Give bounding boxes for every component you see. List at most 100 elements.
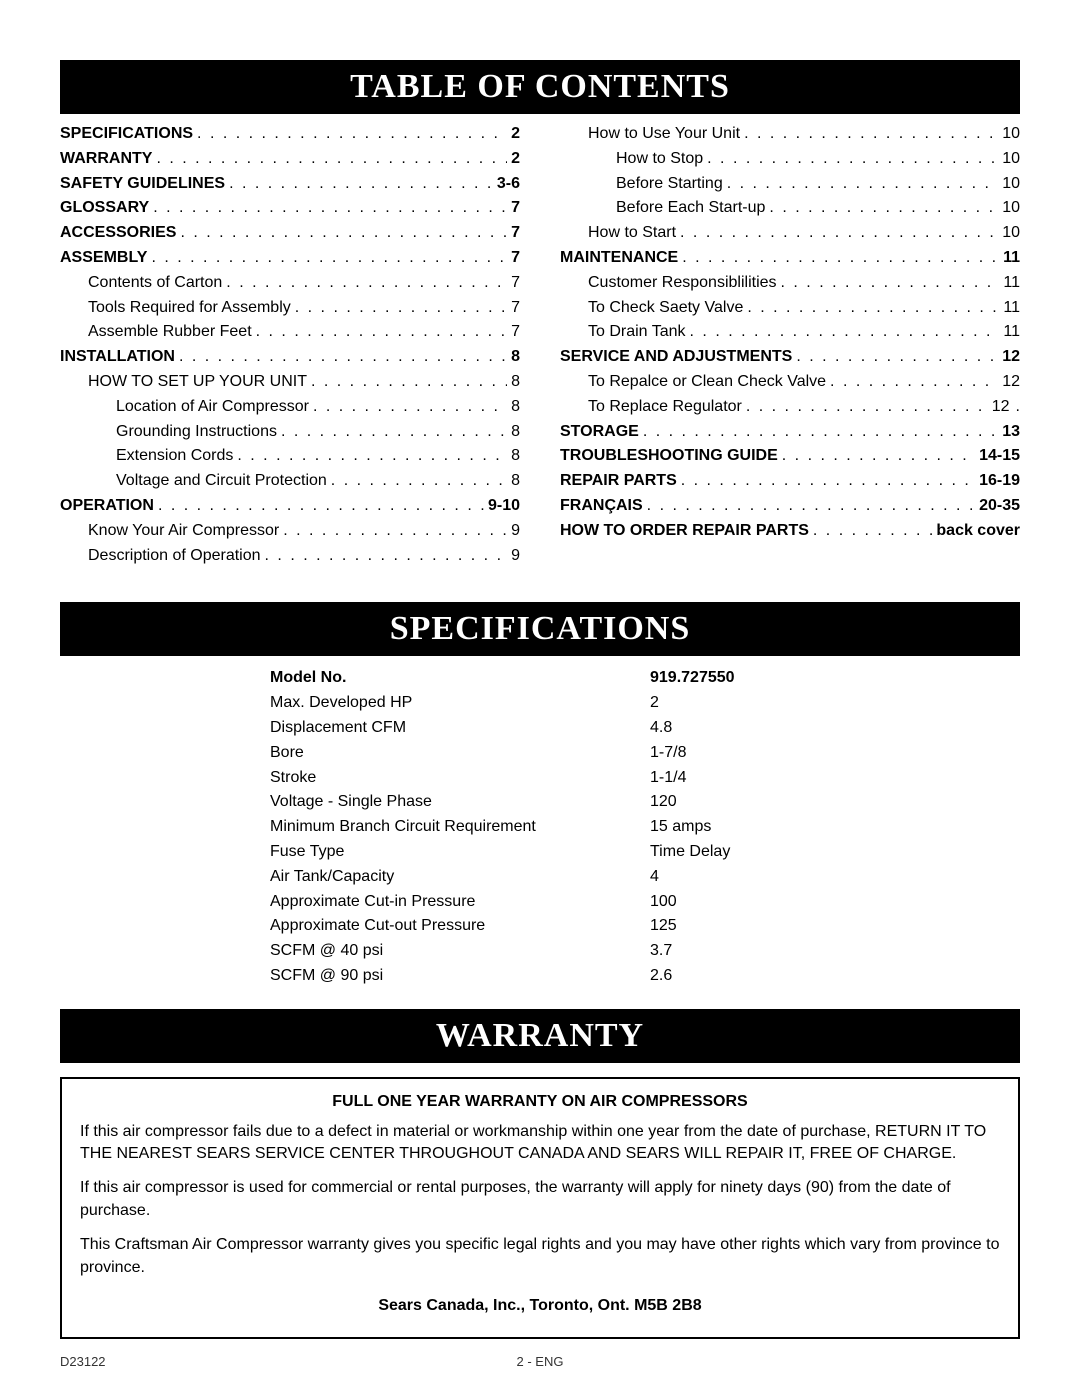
toc-leader-dots — [746, 395, 988, 420]
spec-label: Fuse Type — [270, 840, 650, 865]
spec-value: 120 — [650, 790, 810, 815]
spec-row: SCFM @ 90 psi2.6 — [270, 964, 810, 989]
toc-label: FRANÇAIS — [560, 494, 643, 519]
toc-entry: Before Starting10 — [560, 172, 1020, 197]
toc-page: 8 — [511, 370, 520, 395]
spec-value: Time Delay — [650, 840, 810, 865]
toc: SPECIFICATIONS 2WARRANTY2SAFETY GUIDELINE… — [60, 122, 1020, 568]
toc-label: WARRANTY — [60, 147, 152, 172]
toc-entry: GLOSSARY 7 — [60, 196, 520, 221]
toc-page: 10 — [1002, 221, 1020, 246]
toc-label: Contents of Carton — [88, 271, 222, 296]
spec-value: 2.6 — [650, 964, 810, 989]
spec-value: 4 — [650, 865, 810, 890]
spec-label: SCFM @ 90 psi — [270, 964, 650, 989]
toc-label: STORAGE — [560, 420, 639, 445]
spec-row: Max. Developed HP2 — [270, 691, 810, 716]
toc-page: 7 — [511, 221, 520, 246]
toc-leader-dots — [830, 370, 998, 395]
toc-entry: How to Start10 — [560, 221, 1020, 246]
toc-page: 10 — [1002, 122, 1020, 147]
spec-label: Air Tank/Capacity — [270, 865, 650, 890]
specs-header: SPECIFICATIONS — [60, 602, 1020, 656]
toc-leader-dots — [647, 494, 975, 519]
toc-left-column: SPECIFICATIONS 2WARRANTY2SAFETY GUIDELINE… — [60, 122, 520, 568]
toc-leader-dots — [226, 271, 507, 296]
toc-entry: To Replace Regulator12. — [560, 395, 1020, 420]
spec-value: 1-1/4 — [650, 766, 810, 791]
spec-value: 125 — [650, 914, 810, 939]
toc-label: GLOSSARY — [60, 196, 149, 221]
warranty-title: FULL ONE YEAR WARRANTY ON AIR COMPRESSOR… — [80, 1093, 1000, 1111]
spec-label: Max. Developed HP — [270, 691, 650, 716]
toc-extra: . — [1010, 395, 1020, 420]
specs-header-value: 919.727550 — [650, 666, 810, 691]
toc-page: 8 — [511, 345, 520, 370]
toc-page: 9-10 — [488, 494, 520, 519]
spec-row: Bore1-7/8 — [270, 741, 810, 766]
toc-page: 8 — [511, 420, 520, 445]
spec-row: Stroke1-1/4 — [270, 766, 810, 791]
toc-page: 7 — [511, 271, 520, 296]
specs-header-row: Model No. 919.727550 — [270, 666, 810, 691]
toc-entry: ACCESSORIES7 — [60, 221, 520, 246]
toc-entry: TROUBLESHOOTING GUIDE14-15 — [560, 444, 1020, 469]
toc-leader-dots — [680, 221, 998, 246]
toc-leader-dots — [682, 246, 999, 271]
specs-table: Model No. 919.727550 Max. Developed HP2D… — [270, 666, 810, 988]
toc-page: 7 — [511, 296, 520, 321]
spec-value: 1-7/8 — [650, 741, 810, 766]
toc-label: How to Use Your Unit — [588, 122, 740, 147]
warranty-address: Sears Canada, Inc., Toronto, Ont. M5B 2B… — [80, 1297, 1000, 1315]
toc-leader-dots — [781, 271, 1000, 296]
toc-page: 14-15 — [979, 444, 1020, 469]
toc-page: 11 — [1003, 296, 1020, 321]
warranty-p1: If this air compressor fails due to a de… — [80, 1121, 1000, 1166]
toc-page: 7 — [511, 246, 520, 271]
toc-leader-dots — [153, 196, 507, 221]
toc-label: Before Each Start-up — [616, 196, 765, 221]
toc-leader-dots — [283, 519, 507, 544]
toc-page: 7 — [511, 196, 520, 221]
spec-row: Displacement CFM4.8 — [270, 716, 810, 741]
spec-row: Voltage - Single Phase120 — [270, 790, 810, 815]
toc-label: SPECIFICATIONS — [60, 122, 193, 147]
toc-label: Before Starting — [616, 172, 723, 197]
toc-label: SAFETY GUIDELINES — [60, 172, 225, 197]
toc-entry: INSTALLATION8 — [60, 345, 520, 370]
toc-label: Location of Air Compressor — [116, 395, 309, 420]
page: TABLE OF CONTENTS SPECIFICATIONS2WARRANT… — [0, 0, 1080, 1397]
toc-leader-dots — [229, 172, 493, 197]
toc-entry: WARRANTY2 — [60, 147, 520, 172]
toc-page: 12 — [1002, 370, 1020, 395]
toc-label: Voltage and Circuit Protection — [116, 469, 327, 494]
toc-entry: To Repalce or Clean Check Valve12 — [560, 370, 1020, 395]
spec-label: Bore — [270, 741, 650, 766]
warranty-box: FULL ONE YEAR WARRANTY ON AIR COMPRESSOR… — [60, 1077, 1020, 1339]
toc-label: Description of Operation — [88, 544, 261, 569]
toc-page: 8 — [511, 444, 520, 469]
toc-page: 9 — [511, 544, 520, 569]
toc-leader-dots — [158, 494, 484, 519]
spec-value: 4.8 — [650, 716, 810, 741]
toc-page: 2 — [511, 122, 520, 147]
spec-value: 2 — [650, 691, 810, 716]
spec-row: Approximate Cut-in Pressure100 — [270, 890, 810, 915]
toc-leader-dots — [311, 370, 507, 395]
toc-entry: SAFETY GUIDELINES3-6 — [60, 172, 520, 197]
toc-page: 20-35 — [979, 494, 1020, 519]
toc-label: To Check Saety Valve — [588, 296, 743, 321]
toc-label: SERVICE AND ADJUSTMENTS — [560, 345, 792, 370]
toc-entry: ASSEMBLY7 — [60, 246, 520, 271]
spec-label: Approximate Cut-out Pressure — [270, 914, 650, 939]
toc-label: Grounding Instructions — [116, 420, 277, 445]
spec-label: Displacement CFM — [270, 716, 650, 741]
toc-leader-dots — [265, 544, 508, 569]
toc-entry: REPAIR PARTS16-19 — [560, 469, 1020, 494]
toc-page: 13 — [1002, 420, 1020, 445]
toc-leader-dots — [769, 196, 998, 221]
toc-leader-dots — [707, 147, 998, 172]
toc-entry: Assemble Rubber Feet7 — [60, 320, 520, 345]
toc-leader-dots — [180, 221, 507, 246]
toc-leader-dots — [197, 122, 507, 147]
